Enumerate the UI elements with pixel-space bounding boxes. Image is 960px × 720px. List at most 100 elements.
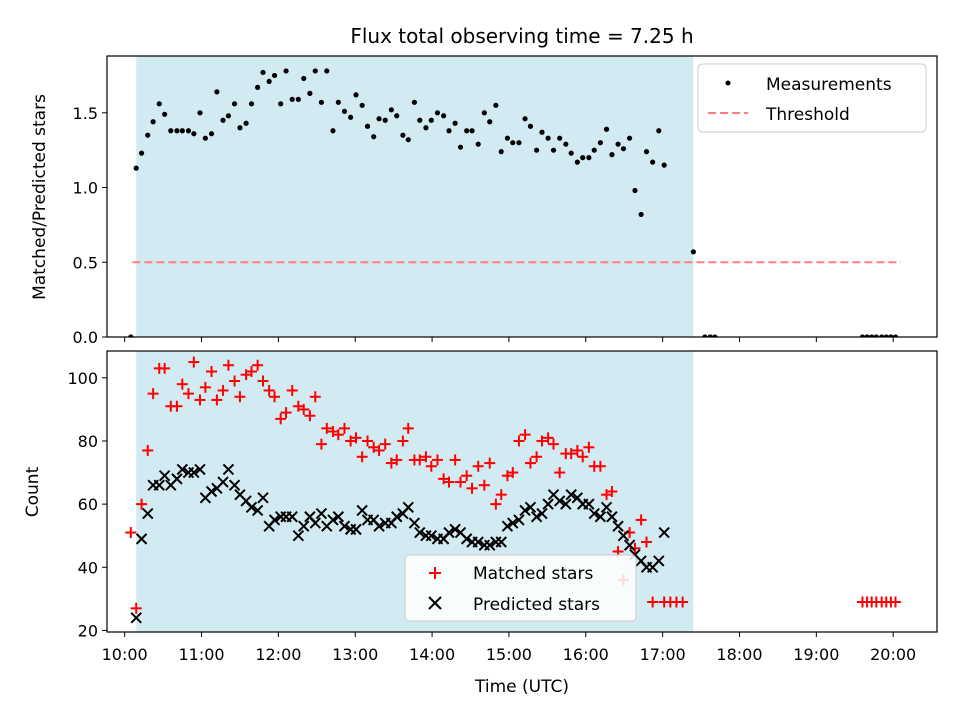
matched-star-34 <box>321 422 333 434</box>
measurement-point-87 <box>632 187 638 194</box>
measurement-point-44 <box>382 117 388 123</box>
measurement-point-0 <box>128 334 134 337</box>
x-tick-label-0: 10:00 <box>102 645 148 664</box>
matched-star-56 <box>449 454 461 466</box>
matched-star-52 <box>425 460 437 472</box>
bottom-y-tick-label-3: 80 <box>78 432 98 451</box>
matched-star-87 <box>629 542 641 554</box>
x-tick-label-2: 12:00 <box>255 645 301 664</box>
predicted-star-2 <box>142 507 154 520</box>
measurement-point-99 <box>869 334 875 337</box>
measurement-point-102 <box>883 334 889 337</box>
predicted-star-16 <box>222 463 235 476</box>
measurement-point-51 <box>423 125 429 131</box>
predicted-star-27 <box>286 511 298 523</box>
top-y-axis-label: Matched/Predicted stars <box>30 94 50 300</box>
matched-star-90 <box>647 596 659 608</box>
matched-star-72 <box>542 432 554 444</box>
top-y-tick-label-2: 1.0 <box>73 179 98 198</box>
measurement-point-92 <box>661 162 667 168</box>
measurement-point-91 <box>656 128 662 134</box>
matched-star-9 <box>176 378 188 390</box>
measurement-point-27 <box>283 68 289 74</box>
measurement-point-103 <box>888 334 894 337</box>
measurement-point-101 <box>879 334 885 337</box>
measurement-point-8 <box>174 128 180 134</box>
predicted-star-80 <box>594 511 607 523</box>
measurement-point-62 <box>487 119 493 125</box>
measurement-point-49 <box>411 99 418 105</box>
predicted-star-7 <box>171 473 183 485</box>
predicted-star-4 <box>153 479 165 491</box>
measurement-point-29 <box>295 96 301 102</box>
measurement-point-4 <box>150 119 156 125</box>
matched-star-102 <box>890 596 901 608</box>
measurement-point-45 <box>388 107 394 113</box>
measurement-point-104 <box>892 334 899 337</box>
bottom-legend-box <box>404 554 637 622</box>
x-tick-label-8: 18:00 <box>716 645 762 664</box>
measurement-point-31 <box>307 90 313 96</box>
measurement-point-75 <box>563 141 569 147</box>
measurement-point-30 <box>301 75 307 82</box>
measurement-point-5 <box>156 101 162 107</box>
matched-star-21 <box>245 366 257 378</box>
measurement-point-79 <box>586 155 592 161</box>
matched-star-71 <box>536 435 548 447</box>
matched-star-83 <box>606 486 618 497</box>
bottom-plot-frame <box>106 350 938 633</box>
matched-star-88 <box>635 514 647 526</box>
predicted-star-22 <box>257 492 269 504</box>
measurement-point-9 <box>179 128 185 134</box>
measurement-point-97 <box>859 334 866 337</box>
predicted-star-83 <box>612 520 624 532</box>
measurement-point-57 <box>457 144 464 150</box>
matched-star-0 <box>125 527 137 539</box>
measurement-point-53 <box>434 110 441 116</box>
legend-measurement-marker <box>725 80 731 86</box>
predicted-star-45 <box>391 511 403 523</box>
measurement-point-10 <box>185 128 192 134</box>
matched-star-68 <box>519 429 531 441</box>
matched-star-16 <box>217 384 229 396</box>
matched-star-27 <box>280 407 292 419</box>
measurement-point-17 <box>225 113 232 119</box>
x-tick-label-7: 17:00 <box>640 645 686 664</box>
predicted-star-84 <box>617 529 630 542</box>
matched-star-67 <box>513 435 525 447</box>
matched-star-33 <box>315 438 327 450</box>
predicted-star-31 <box>309 517 321 529</box>
measurement-point-88 <box>638 211 644 218</box>
matched-star-60 <box>472 460 484 472</box>
measurement-point-85 <box>620 146 627 152</box>
legend-measurements-label: Measurements <box>766 75 892 95</box>
measurement-point-24 <box>266 78 272 85</box>
measurement-point-13 <box>202 135 208 141</box>
matched-star-26 <box>275 413 287 425</box>
matched-star-74 <box>554 467 566 479</box>
top-plot-frame <box>106 55 938 338</box>
predicted-star-54 <box>443 526 455 539</box>
predicted-star-75 <box>565 488 577 501</box>
legend-matched-marker <box>429 567 441 579</box>
measurement-point-64 <box>498 149 504 155</box>
measurement-point-71 <box>539 129 545 135</box>
bottom-y-tick-label-4: 100 <box>67 369 98 388</box>
measurement-point-77 <box>574 159 580 165</box>
measurement-point-40 <box>359 102 365 108</box>
measurement-point-69 <box>527 123 534 129</box>
measurement-point-98 <box>864 334 870 337</box>
matched-star-25 <box>269 391 281 403</box>
predicted-star-15 <box>217 476 229 488</box>
matched-star-73 <box>548 438 560 450</box>
matched-star-4 <box>147 388 159 400</box>
predicted-star-57 <box>460 533 473 545</box>
matched-star-58 <box>461 470 473 482</box>
observing-span-top <box>136 56 694 337</box>
measurement-point-41 <box>364 123 371 129</box>
matched-star-77 <box>571 444 583 456</box>
predicted-star-71 <box>542 498 554 510</box>
top-x-ticks <box>124 337 894 342</box>
matched-star-46 <box>391 454 403 466</box>
matched-star-48 <box>402 422 414 434</box>
